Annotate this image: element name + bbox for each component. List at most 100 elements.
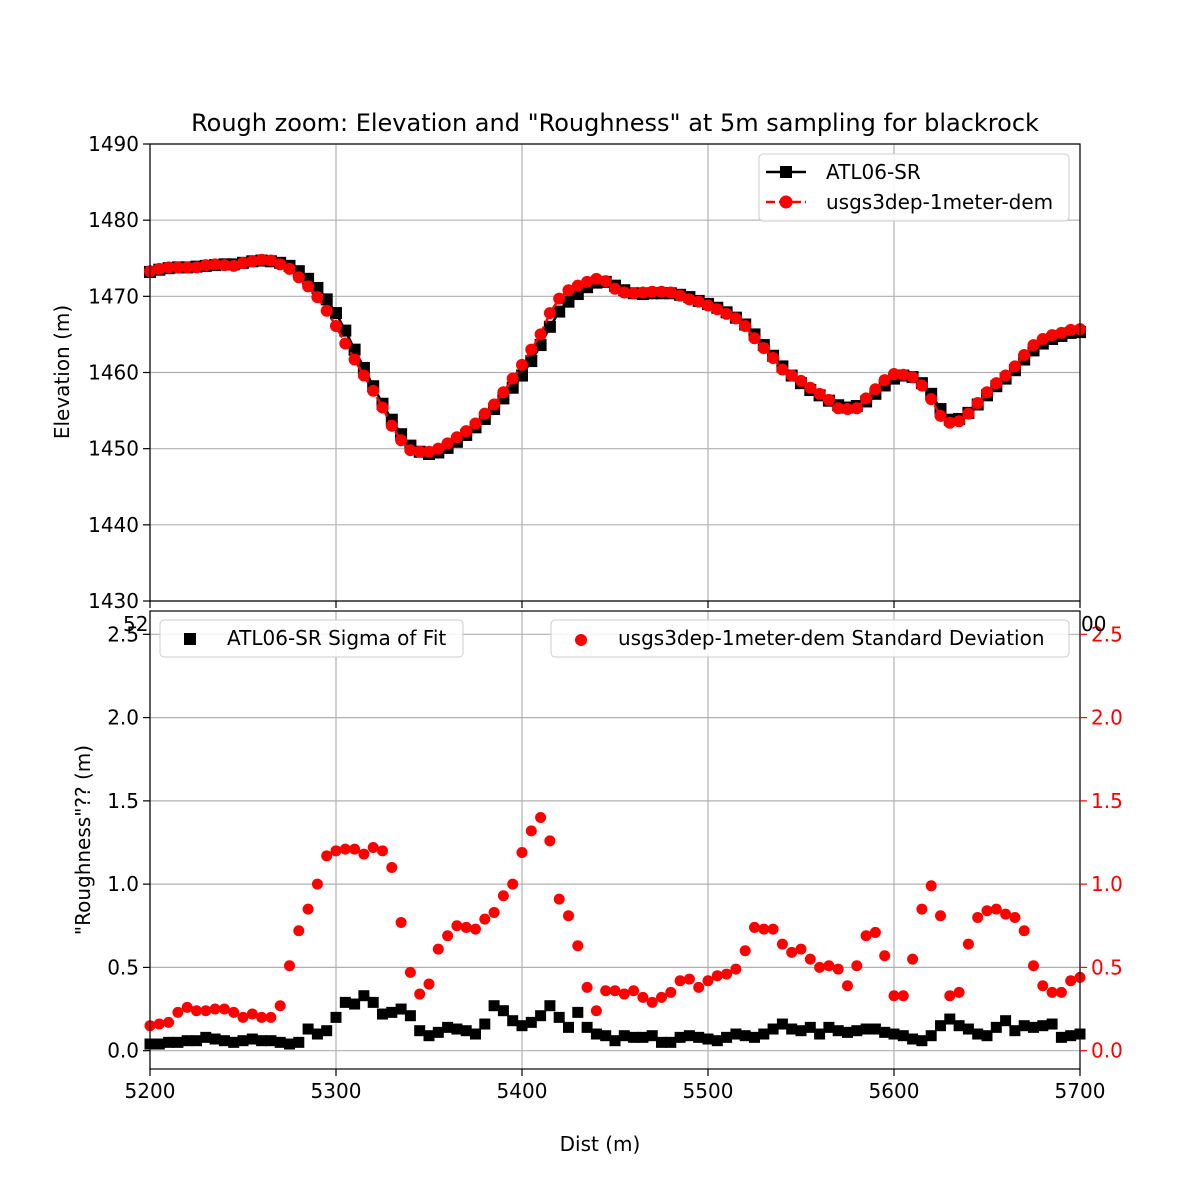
sigma-of-fit-point (600, 1030, 612, 1042)
elevation-legend-box (758, 153, 1070, 222)
usgs3dep-point (925, 393, 938, 406)
std-dev-point (460, 921, 472, 933)
sigma-of-fit-point (1028, 1021, 1039, 1033)
usgs3dep-point (832, 402, 845, 415)
std-dev-point (293, 925, 305, 937)
roughness-right-y-tick-label: 1.5 (1091, 789, 1123, 813)
sigma-of-fit-point (814, 1028, 826, 1040)
std-dev-point (442, 930, 454, 942)
usgs3dep-point (888, 368, 900, 381)
roughness-x-tick-label: 5300 (311, 1079, 362, 1103)
usgs3dep-point (171, 261, 184, 274)
sigma-of-fit-point (479, 1018, 491, 1030)
legend-stddev-marker (575, 634, 587, 646)
sigma-of-fit-point (1055, 1031, 1067, 1043)
atl06-sr-point (543, 320, 556, 333)
sigma-of-fit-point (497, 1005, 509, 1017)
usgs3dep-point (999, 369, 1012, 382)
std-dev-point (1009, 911, 1021, 923)
usgs3dep-point (664, 286, 677, 299)
usgs3dep-point (320, 304, 333, 317)
std-dev-point (842, 980, 853, 992)
atl06-sr-point (571, 288, 584, 301)
std-dev-point (237, 1011, 249, 1023)
sigma-of-fit-point (460, 1025, 472, 1037)
std-dev-point (339, 843, 351, 855)
sigma-of-fit-point (553, 1011, 565, 1023)
elevation-y-tick-label: 1490 (88, 132, 139, 156)
sigma-of-fit-point (683, 1030, 695, 1042)
sigma-of-fit-point (451, 1023, 463, 1035)
sigma-of-fit-point (544, 1000, 556, 1012)
sigma-of-fit-point (228, 1036, 240, 1048)
std-dev-point (600, 985, 612, 997)
usgs3dep-point (274, 258, 287, 271)
sigma-of-fit-point (246, 1033, 258, 1045)
usgs3dep-point (915, 379, 928, 392)
std-dev-point (1018, 925, 1030, 937)
std-dev-point (572, 940, 584, 952)
usgs3dep-point (534, 328, 547, 341)
std-dev-point (953, 986, 965, 998)
usgs3dep-point (209, 258, 222, 271)
usgs3dep-point (264, 254, 277, 267)
std-dev-point (153, 1018, 165, 1030)
sigma-of-fit-point (656, 1036, 667, 1048)
roughness-legend-left: ATL06-SR Sigma of Fit (159, 619, 464, 658)
std-dev-point (888, 990, 900, 1002)
usgs3dep-point (562, 284, 575, 297)
usgs3dep-point (1064, 323, 1077, 336)
std-dev-point (172, 1006, 184, 1018)
roughness-panel: 5200 5300 5400 5500 5600 57000.00.51.01.52.02… (71, 610, 1123, 1156)
sigma-of-fit-point (535, 1010, 547, 1022)
sigma-of-fit-point (609, 1035, 621, 1047)
usgs3dep-point (692, 295, 705, 308)
elevation-legend: ATL06-SR usgs3dep-1meter-dem (758, 153, 1070, 222)
roughness-right-y-tick-label: 0.0 (1091, 1039, 1123, 1063)
sigma-of-fit-point (823, 1021, 835, 1033)
sigma-of-fit-point (916, 1035, 928, 1047)
std-dev-point (860, 930, 872, 942)
std-dev-point (897, 990, 909, 1002)
usgs3dep-point (506, 372, 519, 385)
usgs3dep-point (841, 403, 854, 416)
usgs3dep-point (311, 291, 324, 304)
roughness-right-y-tick-label: 2.5 (1091, 622, 1123, 646)
sigma-of-fit-point (953, 1020, 965, 1032)
sigma-of-fit-point (1009, 1025, 1021, 1037)
sigma-of-fit-point (730, 1028, 742, 1040)
sigma-of-fit-point (1037, 1020, 1049, 1032)
std-dev-point (618, 988, 630, 1000)
sigma-of-fit-point (218, 1035, 230, 1047)
std-dev-point (200, 1005, 212, 1017)
sigma-of-fit-point (618, 1030, 630, 1042)
std-dev-point (739, 945, 751, 957)
std-dev-point (535, 812, 547, 824)
std-dev-point (851, 960, 863, 972)
atl06-sr-point (330, 307, 342, 320)
sigma-of-fit-point (181, 1035, 193, 1047)
sigma-of-fit-point (1018, 1020, 1030, 1032)
elevation-ticks: 1430 1440 1450 1460 1470 1480 1490 (88, 132, 1081, 613)
std-dev-point (1055, 986, 1067, 998)
sigma-of-fit-point (590, 1028, 602, 1040)
usgs3dep-point (636, 286, 649, 299)
std-dev-point (646, 996, 658, 1008)
sigma-of-fit-point (488, 1000, 500, 1012)
sigma-of-fit-point (981, 1030, 993, 1042)
sigma-of-fit-point (1046, 1018, 1058, 1030)
sigma-of-fit-point (972, 1028, 984, 1040)
elevation-panel: Rough zoom: Elevation and "Roughness" at… (50, 109, 1086, 613)
std-dev-point (935, 910, 946, 922)
sigma-of-fit-point (711, 1035, 723, 1047)
usgs3dep-point (553, 292, 566, 305)
roughness-x-tick-label: 5700 (1055, 1079, 1106, 1103)
roughness-right-y-tick-label: 2.0 (1091, 706, 1123, 730)
std-dev-point (869, 926, 881, 938)
std-dev-point (972, 911, 984, 923)
usgs3dep-point (683, 293, 696, 306)
roughness-right-y-tick-label: 1.0 (1091, 872, 1123, 896)
std-dev-point (1028, 960, 1039, 972)
sigma-of-fit-point (935, 1020, 946, 1032)
sigma-of-fit-point (739, 1030, 751, 1042)
